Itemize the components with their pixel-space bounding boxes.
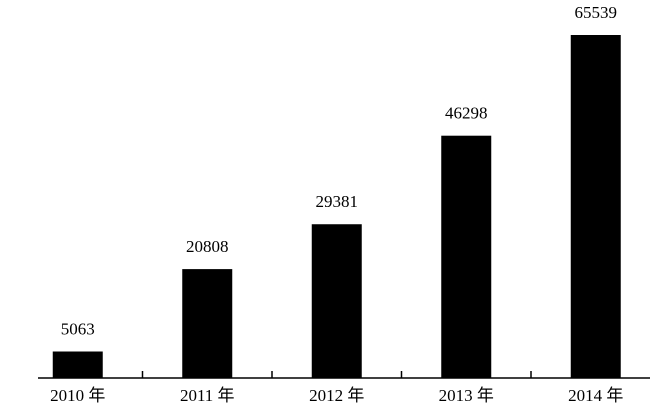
value-label: 29381 [316,192,359,211]
value-label: 46298 [445,104,488,123]
x-tick-label: 2011 年 [180,386,235,405]
bar [311,224,362,378]
value-label: 20808 [186,237,229,256]
bar [182,269,233,378]
x-tick-label: 2013 年 [439,386,494,405]
bar [52,351,103,378]
value-label: 65539 [575,3,618,22]
bar [570,35,621,378]
x-tick-label: 2012 年 [309,386,364,405]
x-tick-label: 2010 年 [50,386,105,405]
x-tick-label: 2014 年 [568,386,623,405]
value-label: 5063 [61,319,95,338]
bar [441,135,492,378]
